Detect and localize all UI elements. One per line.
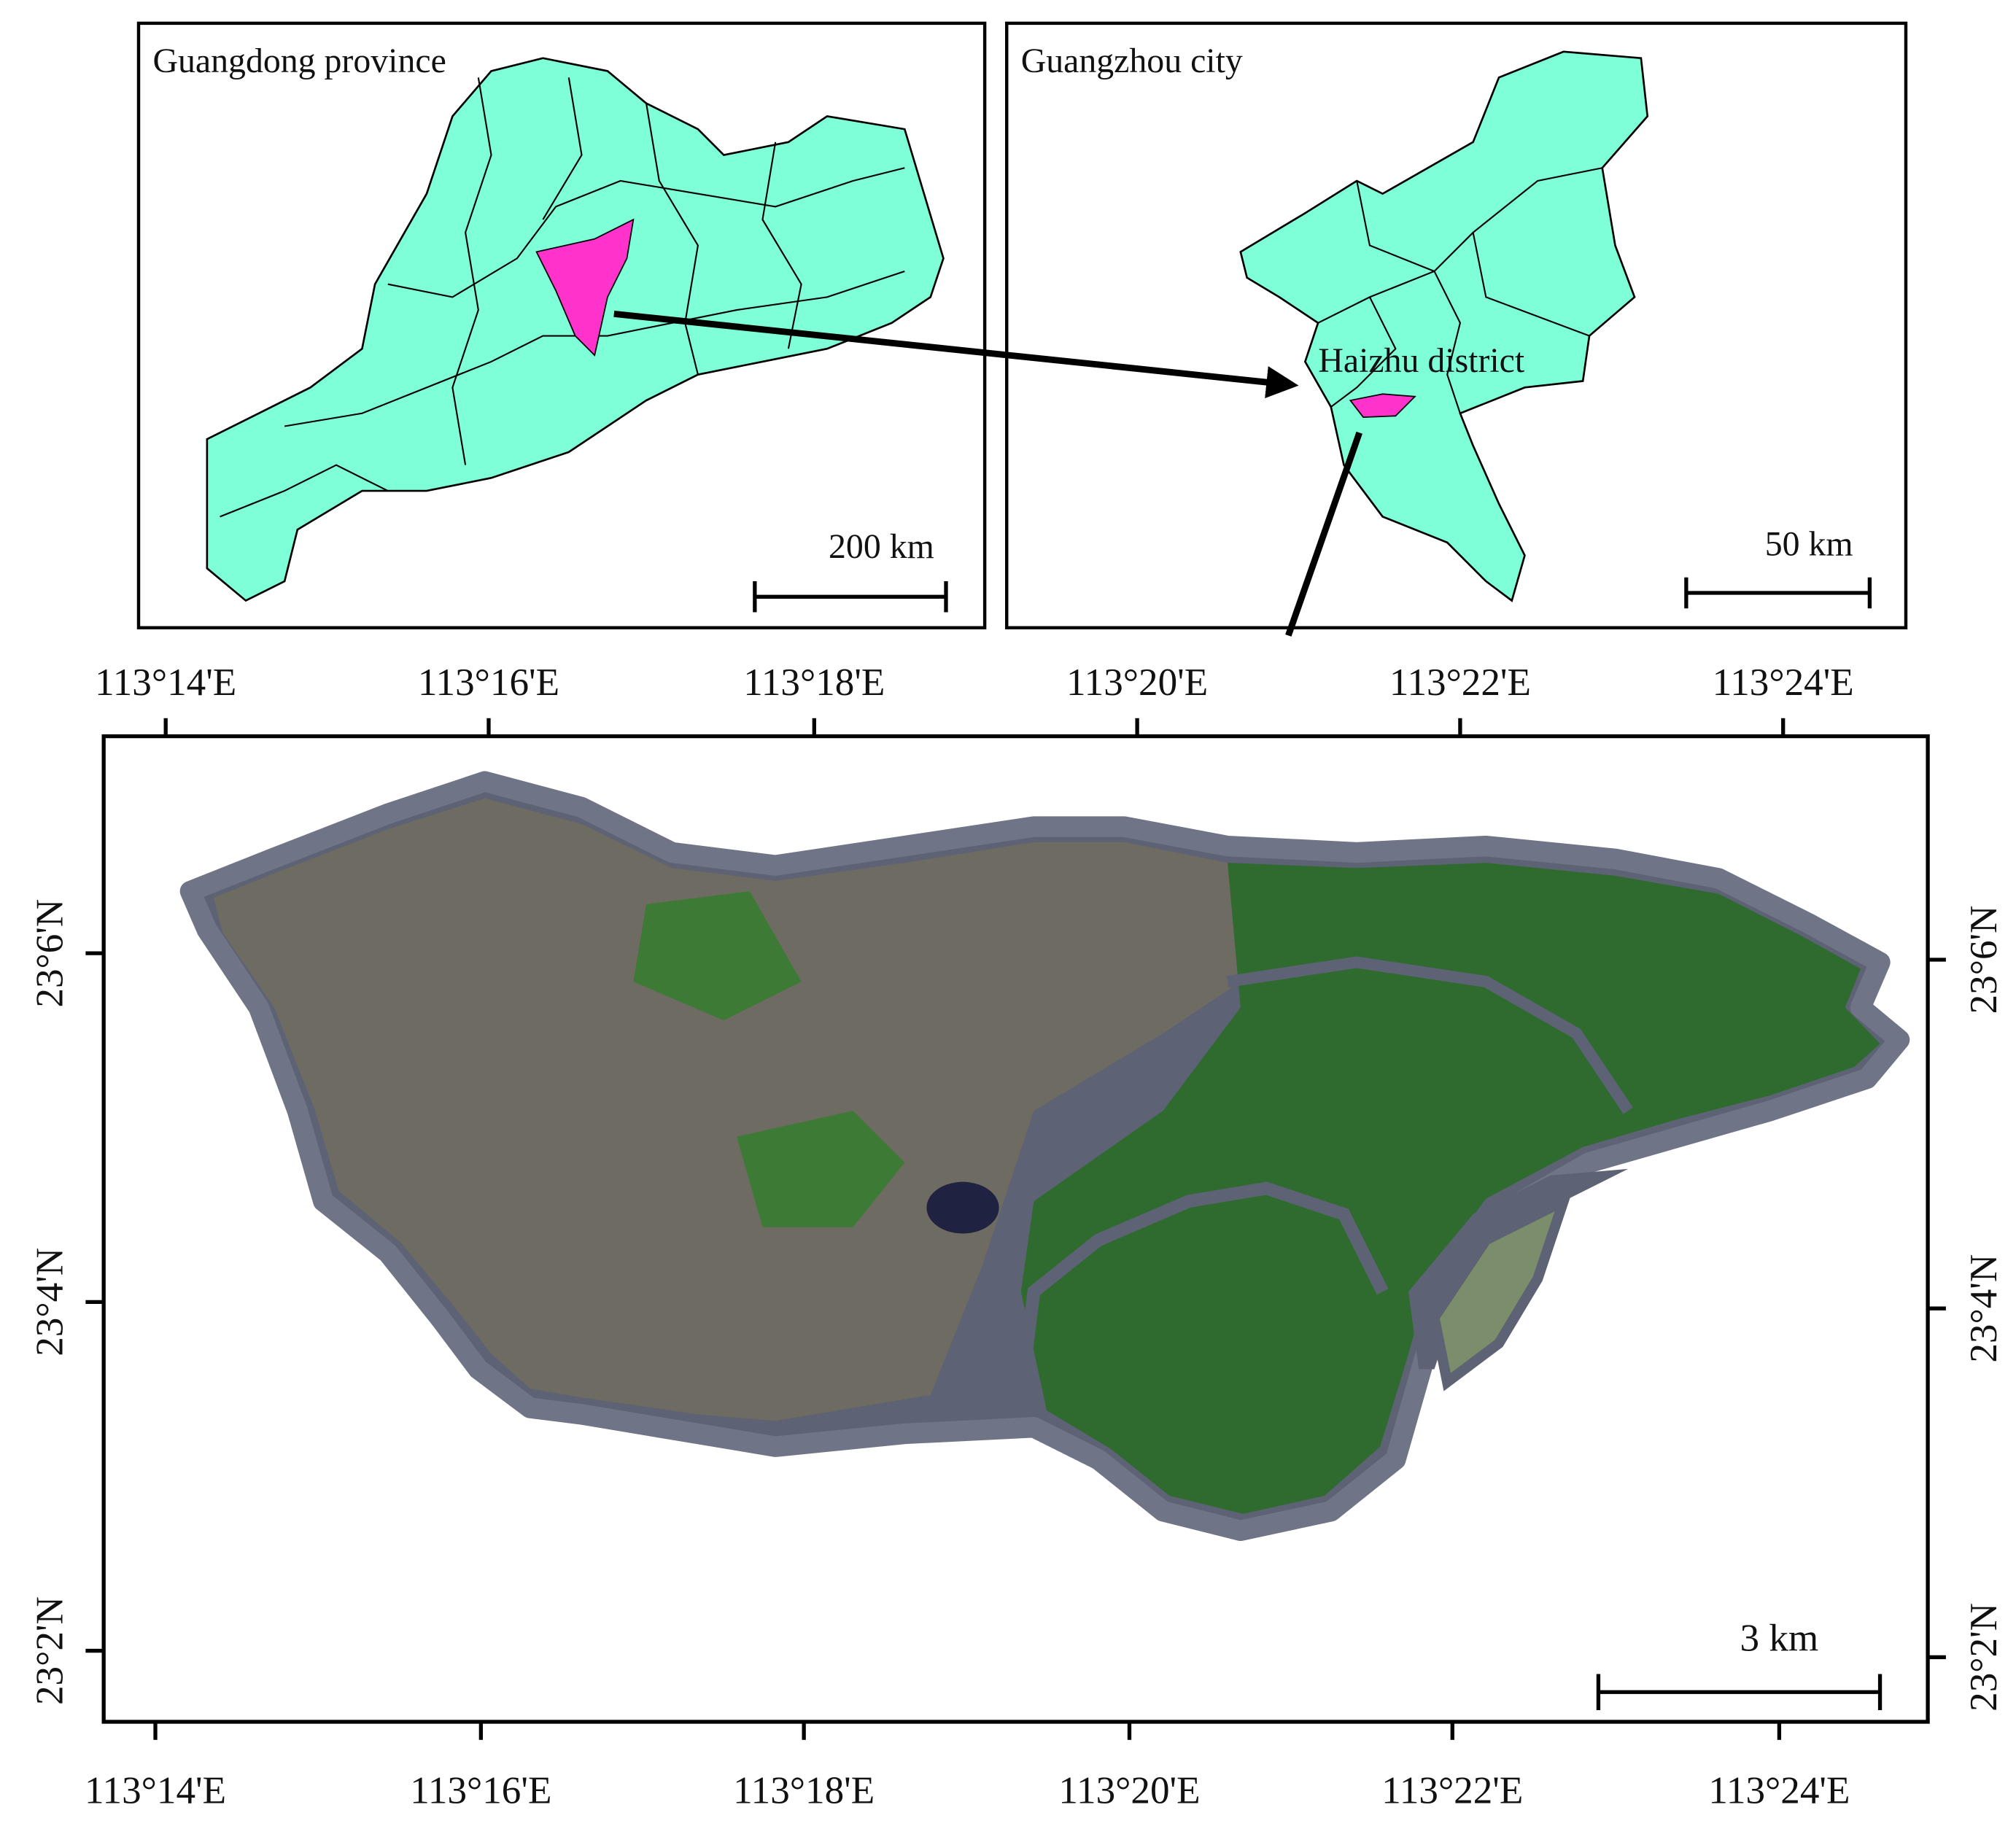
- panel-title: Guangzhou city: [1021, 42, 1243, 80]
- lake: [926, 1181, 999, 1234]
- haizhu-highlight: [1349, 393, 1416, 418]
- lon-label: 113°16'E: [410, 1770, 551, 1812]
- lon-label: 113°18'E: [733, 1770, 875, 1812]
- lon-label: 113°22'E: [1381, 1770, 1523, 1812]
- lon-label: 113°14'E: [95, 661, 236, 704]
- lon-label: 113°22'E: [1389, 661, 1531, 704]
- district-boundaries: [1317, 167, 1602, 414]
- lon-label: 113°16'E: [418, 661, 559, 704]
- guangzhou-highlight: [535, 218, 635, 357]
- lon-label: 113°14'E: [85, 1770, 226, 1812]
- connector-arrow: [613, 310, 1299, 399]
- green-area: [633, 891, 802, 1021]
- guangzhou-shape: [1239, 50, 1649, 602]
- ticks: [85, 718, 1946, 1740]
- lon-label: 113°20'E: [1058, 1770, 1200, 1812]
- lat-label: 23°4'N: [28, 1248, 71, 1356]
- scale-bar: [1596, 1674, 1883, 1711]
- guangdong-panel: Guangdong province 200 km: [136, 21, 987, 630]
- lat-label: 23°2'N: [1963, 1603, 2005, 1712]
- district-label: Haizhu district: [1318, 341, 1524, 380]
- lat-label: 23°4'N: [1963, 1254, 2005, 1363]
- lon-label: 113°24'E: [1713, 661, 1854, 704]
- river-branch: [1014, 1181, 1389, 1396]
- urban-area: [213, 798, 1241, 1421]
- lon-label: 113°18'E: [743, 661, 885, 704]
- lat-label: 23°6'N: [1963, 906, 2005, 1014]
- connector-line: [1285, 431, 1362, 637]
- green-area: [737, 1111, 905, 1227]
- scale-bar: [753, 581, 948, 613]
- lon-label: 113°24'E: [1708, 1770, 1850, 1812]
- island: [1428, 1191, 1573, 1391]
- lon-label: 113°20'E: [1066, 661, 1208, 704]
- river-branch: [1408, 1168, 1629, 1370]
- lat-label: 23°6'N: [28, 899, 71, 1008]
- green-area: [1020, 863, 1880, 1514]
- scale-bar: [1684, 577, 1872, 609]
- lat-label: 23°2'N: [28, 1596, 71, 1705]
- river-branch: [1226, 956, 1633, 1114]
- scale-label: 3 km: [1740, 1618, 1819, 1660]
- panel-title: Guangdong province: [152, 42, 446, 80]
- haizhu-map: [101, 734, 1930, 1724]
- scale-label: 200 km: [829, 527, 934, 566]
- scale-label: 50 km: [1765, 525, 1853, 564]
- axis-labels: 113°14'E 113°16'E 113°18'E 113°20'E 113°22'E…: [28, 661, 2004, 1812]
- guangzhou-panel: Guangzhou city Haizhu district 50 km: [1005, 21, 1908, 630]
